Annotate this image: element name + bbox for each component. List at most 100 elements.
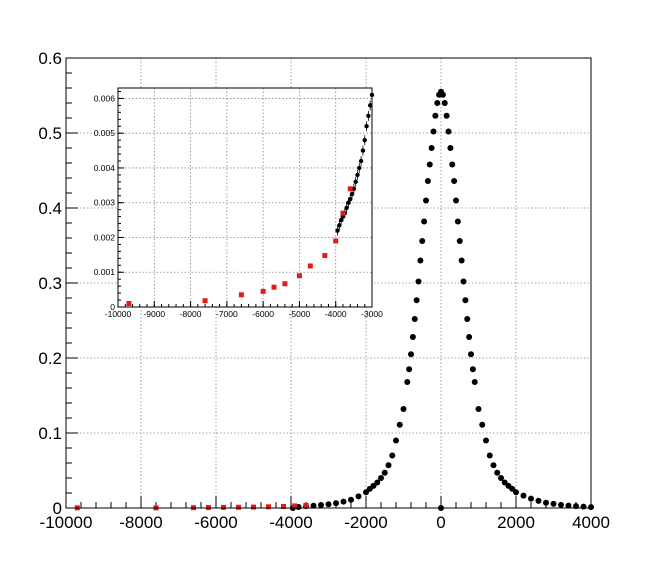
inset-data-point-black	[360, 148, 366, 153]
main-data-point-black	[449, 161, 456, 168]
main-data-point-black	[340, 498, 347, 505]
main-data-point-black	[441, 100, 448, 106]
inset-y-tick-label: 0.003	[94, 198, 116, 208]
inset-data-point-black	[357, 165, 362, 171]
main-data-point-black	[543, 499, 549, 506]
inset-x-tick-label: -8000	[180, 309, 202, 319]
main-data-point-black	[318, 502, 324, 508]
inset-data-point-black	[335, 228, 340, 233]
main-data-point-black	[462, 297, 469, 304]
main-data-point-black	[486, 452, 493, 459]
main-data-point-red	[236, 504, 241, 510]
inset-data-point-red	[238, 292, 244, 298]
inset-data-point-black	[348, 197, 353, 202]
main-data-point-black	[378, 475, 384, 481]
main-data-point-black	[464, 316, 471, 322]
main-data-point-red	[251, 504, 256, 510]
main-data-point-black	[466, 334, 473, 340]
main-data-point-black	[393, 437, 399, 444]
main-y-tick-label: 0.3	[38, 274, 62, 293]
main-y-tick-label: 0.5	[38, 124, 62, 143]
main-data-point-black	[430, 128, 437, 135]
inset-plot-frame	[117, 87, 373, 308]
main-data-point-black	[460, 278, 467, 285]
main-data-point-black	[550, 500, 557, 507]
inset-data-point-black	[346, 200, 351, 205]
main-data-point-black	[471, 379, 478, 385]
main-data-point-black	[483, 437, 489, 444]
main-y-tick-label: 0.2	[38, 349, 62, 368]
inset-plot: -10000 -9000 -8000 -7000 -6000 -5000 -4000 -300…	[94, 87, 383, 319]
main-data-point-black	[447, 145, 454, 151]
main-data-point-black	[428, 145, 435, 151]
inset-x-tick-label: -4000	[325, 309, 347, 319]
main-data-point-black	[456, 238, 463, 244]
main-y-tick-label: 0	[53, 499, 62, 518]
inset-data-point-black	[362, 137, 367, 143]
inset-data-point-black	[344, 205, 349, 211]
main-data-point-black	[374, 479, 381, 486]
inset-y-tick-label: 0.006	[94, 93, 116, 103]
main-x-tick-label: -10000	[40, 513, 93, 532]
main-plot-frame	[65, 57, 592, 509]
main-data-point-red	[221, 504, 226, 510]
main-data-point-black	[469, 366, 476, 373]
main-data-point-black	[406, 366, 413, 373]
inset-data-point-red	[202, 298, 208, 304]
main-data-point-black	[439, 91, 446, 98]
main-x-tick-label: 0	[436, 513, 445, 532]
main-data-point-black	[426, 161, 433, 168]
inset-x-tick-label: -9000	[143, 309, 165, 319]
inset-data-point-black	[355, 172, 360, 178]
inset-data-point-red	[260, 288, 266, 294]
main-data-point-black	[415, 278, 422, 285]
main-data-point-black	[423, 197, 429, 204]
main-x-tick-label: -2000	[344, 513, 387, 532]
inset-data-point-black	[338, 217, 344, 223]
inset-x-tick-label: -10000	[105, 309, 132, 319]
inset-data-point-red	[340, 210, 346, 216]
main-data-point-black	[445, 128, 452, 135]
inset-data-point-black	[351, 186, 357, 192]
inset-data-point-red	[307, 263, 313, 269]
main-data-point-black	[417, 257, 424, 264]
main-data-point-red	[281, 504, 286, 509]
inset-plot-area	[118, 88, 372, 307]
main-data-point-black	[310, 502, 317, 509]
inset-data-point-black	[367, 103, 373, 108]
inset-data-point-red	[333, 238, 339, 244]
main-data-point-black	[409, 334, 416, 340]
main-data-point-black	[333, 500, 339, 507]
main-data-point-black	[413, 297, 420, 304]
main-data-point-black	[580, 503, 587, 510]
inset-y-tick-label: 0.002	[94, 232, 116, 242]
main-data-point-black	[434, 100, 441, 106]
main-data-point-black	[494, 469, 501, 476]
inset-x-tick-label: -5000	[289, 309, 311, 319]
main-data-point-black	[396, 421, 403, 428]
main-data-point-black	[451, 178, 458, 184]
main-data-point-black	[454, 218, 461, 225]
main-data-point-black	[408, 351, 414, 358]
main-data-point-black	[411, 316, 418, 322]
inset-data-point-red	[282, 281, 288, 287]
main-data-point-red	[292, 503, 298, 509]
main-data-point-black	[325, 501, 332, 508]
inset-data-point-black	[366, 113, 371, 119]
inset-y-tick-label: 0.001	[94, 267, 116, 277]
inset-data-point-black	[364, 124, 369, 129]
inset-data-point-red	[126, 301, 132, 307]
main-data-point-black	[421, 218, 428, 225]
inset-data-point-black	[337, 223, 342, 228]
inset-data-point-red	[271, 284, 277, 290]
main-data-point-black	[528, 495, 534, 502]
main-data-point-black	[348, 496, 354, 503]
inset-y-tick-label: 0.005	[94, 128, 116, 138]
main-y-tick-label: 0.4	[38, 199, 62, 218]
main-x-tick-label: -8000	[119, 513, 162, 532]
inset-data-point-red	[347, 186, 353, 192]
main-data-point-black	[355, 493, 362, 500]
inset-data-point-red	[322, 253, 328, 259]
main-data-point-black	[381, 469, 388, 476]
